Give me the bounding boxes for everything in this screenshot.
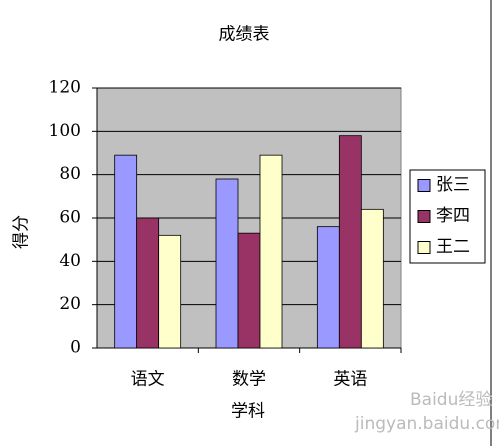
- bar: [158, 234, 182, 349]
- bar: [114, 154, 138, 349]
- y-tick-label: 20: [59, 294, 81, 314]
- y-tick-label: 60: [59, 208, 81, 228]
- bar: [237, 232, 261, 349]
- legend-swatch: [417, 210, 431, 223]
- y-axis-label: 得分: [12, 215, 32, 249]
- x-tick-label: 英语: [333, 370, 367, 390]
- bar: [215, 178, 239, 349]
- legend-label: 张三: [436, 175, 470, 195]
- legend-swatch: [417, 179, 431, 192]
- y-tick-label: 100: [49, 121, 81, 141]
- legend-label: 李四: [436, 206, 470, 226]
- x-tick-label: 数学: [232, 370, 266, 390]
- bar: [338, 135, 362, 349]
- y-tick-label: 0: [70, 338, 81, 358]
- legend-label: 王二: [436, 237, 470, 257]
- y-tick-label: 40: [59, 251, 81, 271]
- bar: [259, 154, 283, 349]
- bar: [316, 226, 340, 349]
- y-tick-label: 80: [59, 164, 81, 184]
- bar: [136, 217, 160, 349]
- watermark-brand: Baidu经验: [410, 390, 492, 410]
- watermark-url: jingyan.baidu.com: [354, 414, 499, 434]
- chart-title: 成绩表: [219, 25, 270, 45]
- bar: [360, 208, 384, 349]
- y-tick-label: 120: [49, 78, 81, 98]
- legend-swatch: [417, 241, 431, 254]
- x-tick-label: 语文: [131, 370, 165, 390]
- x-axis-label: 学科: [231, 402, 265, 422]
